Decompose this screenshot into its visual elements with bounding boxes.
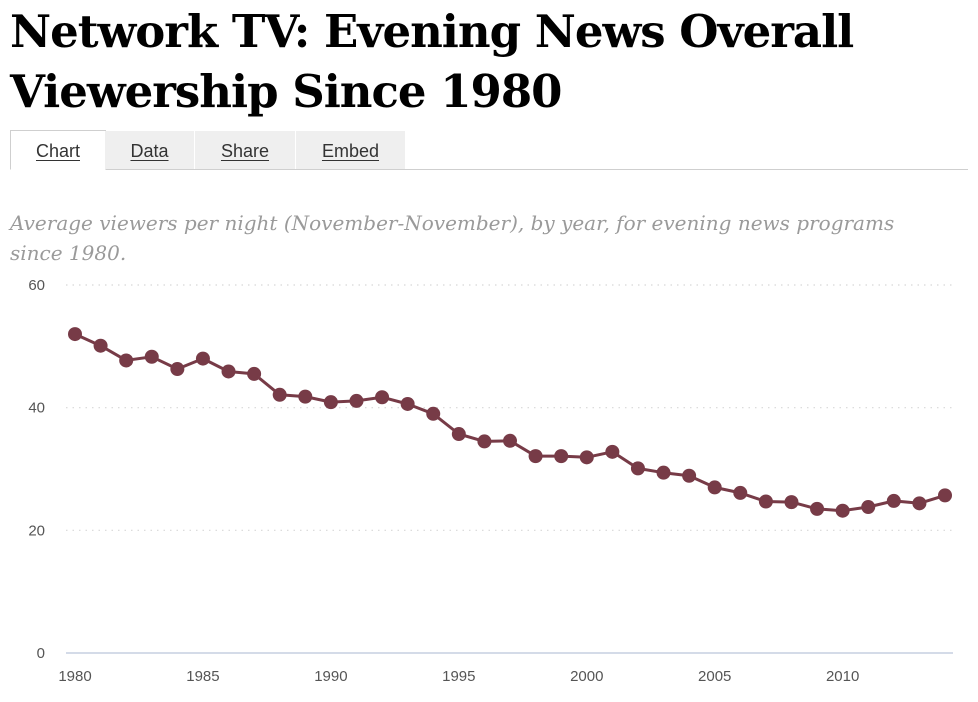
data-point-1989[interactable] [298, 389, 313, 404]
x-tick-label: 2005 [698, 668, 731, 685]
data-point-1984[interactable] [170, 362, 185, 377]
gridlines [66, 284, 953, 654]
y-tick-label: 60 [28, 277, 45, 294]
x-tick-label: 1985 [186, 668, 219, 685]
x-tick-label: 2000 [570, 668, 603, 685]
tab-embed[interactable]: Embed [296, 131, 405, 169]
tab-chart-label: Chart [35, 141, 80, 161]
data-point-1994[interactable] [426, 406, 441, 421]
data-point-2007[interactable] [758, 494, 773, 509]
data-point-2002[interactable] [630, 461, 645, 476]
data-point-1982[interactable] [119, 353, 134, 368]
data-point-1991[interactable] [349, 393, 364, 408]
x-tick-label: 1990 [314, 668, 347, 685]
data-point-2003[interactable] [656, 465, 671, 480]
x-tick-label: 1995 [442, 668, 475, 685]
x-tick-label: 1980 [58, 668, 91, 685]
tab-data[interactable]: Data [105, 131, 194, 169]
chart-subtitle: Average viewers per night (November-Nove… [10, 211, 895, 265]
data-point-2011[interactable] [861, 500, 876, 515]
data-point-1981[interactable] [93, 338, 108, 353]
line-chart: 0 20 40 60 1980 1985 1990 1995 2000 2005 2010 [28, 277, 953, 685]
tab-data-label: Data [130, 141, 169, 161]
data-point-1990[interactable] [323, 395, 338, 410]
data-point-2009[interactable] [810, 501, 825, 516]
data-point-1987[interactable] [247, 366, 262, 381]
data-point-1996[interactable] [477, 434, 492, 449]
page-title: Network TV: Evening News Overall Viewers… [10, 5, 854, 118]
data-point-1985[interactable] [195, 351, 210, 366]
data-point-2000[interactable] [579, 450, 594, 465]
series-viewership [68, 327, 952, 518]
data-point-2006[interactable] [733, 485, 748, 500]
tab-share-label: Share [220, 141, 270, 161]
tab-chart[interactable]: Chart [10, 130, 106, 170]
y-tick-label: 0 [37, 645, 45, 662]
data-point-2001[interactable] [605, 444, 620, 459]
data-point-1992[interactable] [375, 390, 390, 405]
data-point-2012[interactable] [886, 493, 901, 508]
data-point-1983[interactable] [144, 349, 159, 364]
tab-share[interactable]: Share [195, 131, 295, 169]
data-point-2010[interactable] [835, 503, 850, 518]
data-point-1998[interactable] [528, 449, 543, 464]
tab-embed-label: Embed [321, 141, 380, 161]
data-point-1995[interactable] [451, 427, 466, 442]
data-point-1999[interactable] [554, 449, 569, 464]
data-point-2004[interactable] [682, 468, 697, 483]
x-tick-label: 2010 [826, 668, 859, 685]
tab-bar: Chart Data Share Embed [10, 130, 968, 170]
data-point-2008[interactable] [784, 495, 799, 510]
data-point-2013[interactable] [912, 496, 927, 511]
data-point-1988[interactable] [272, 387, 287, 402]
x-axis-ticks: 1980 1985 1990 1995 2000 2005 2010 [58, 668, 859, 685]
data-point-1986[interactable] [221, 364, 236, 379]
data-point-2005[interactable] [707, 480, 722, 495]
data-point-1980[interactable] [68, 327, 82, 342]
data-point-1993[interactable] [400, 396, 415, 411]
data-point-1997[interactable] [503, 433, 517, 448]
y-axis-ticks: 0 20 40 60 [28, 277, 45, 662]
data-point-2014[interactable] [938, 488, 952, 503]
y-tick-label: 20 [28, 522, 45, 539]
y-tick-label: 40 [28, 400, 45, 417]
